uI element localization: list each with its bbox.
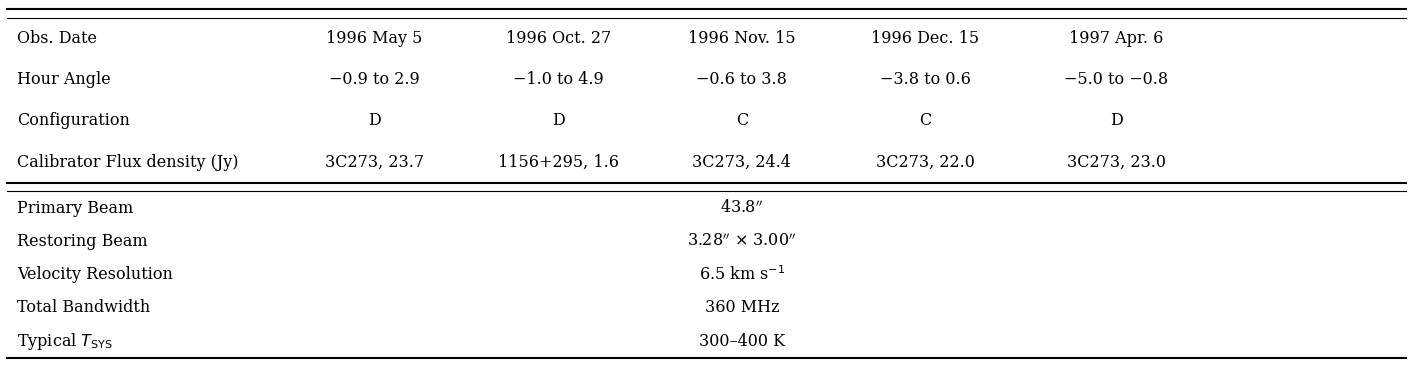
Text: −0.6 to 3.8: −0.6 to 3.8 xyxy=(697,71,787,88)
Text: −5.0 to −0.8: −5.0 to −0.8 xyxy=(1064,71,1169,88)
Text: Hour Angle: Hour Angle xyxy=(17,71,110,88)
Text: −1.0 to 4.9: −1.0 to 4.9 xyxy=(513,71,603,88)
Text: Configuration: Configuration xyxy=(17,112,130,130)
Text: 300–400 K: 300–400 K xyxy=(699,333,784,350)
Text: Total Bandwidth: Total Bandwidth xyxy=(17,299,150,317)
Text: 3C273, 22.0: 3C273, 22.0 xyxy=(876,154,975,171)
Text: Calibrator Flux density (Jy): Calibrator Flux density (Jy) xyxy=(17,154,239,171)
Text: 3C273, 24.4: 3C273, 24.4 xyxy=(692,154,791,171)
Text: 1996 Dec. 15: 1996 Dec. 15 xyxy=(872,30,979,47)
Text: 3C273, 23.7: 3C273, 23.7 xyxy=(325,154,424,171)
Text: −0.9 to 2.9: −0.9 to 2.9 xyxy=(329,71,420,88)
Text: Velocity Resolution: Velocity Resolution xyxy=(17,266,172,283)
Text: 6.5 km s$^{-1}$: 6.5 km s$^{-1}$ xyxy=(698,265,786,284)
Text: C: C xyxy=(736,112,747,130)
Text: Typical $T_{\rm SYS}$: Typical $T_{\rm SYS}$ xyxy=(17,331,113,352)
Text: 1997 Apr. 6: 1997 Apr. 6 xyxy=(1070,30,1163,47)
Text: D: D xyxy=(551,112,565,130)
Text: Obs. Date: Obs. Date xyxy=(17,30,97,47)
Text: 360 MHz: 360 MHz xyxy=(705,299,779,317)
Text: C: C xyxy=(920,112,931,130)
Text: 3.28$^{\prime\prime}$ $\times$ 3.00$^{\prime\prime}$: 3.28$^{\prime\prime}$ $\times$ 3.00$^{\p… xyxy=(687,233,797,250)
Text: Restoring Beam: Restoring Beam xyxy=(17,233,147,250)
Text: 1996 Oct. 27: 1996 Oct. 27 xyxy=(506,30,610,47)
Text: 1996 Nov. 15: 1996 Nov. 15 xyxy=(688,30,796,47)
Text: D: D xyxy=(1109,112,1123,130)
Text: 1996 May 5: 1996 May 5 xyxy=(326,30,422,47)
Text: 1156+295, 1.6: 1156+295, 1.6 xyxy=(497,154,619,171)
Text: D: D xyxy=(367,112,382,130)
Text: 43.8$^{\prime\prime}$: 43.8$^{\prime\prime}$ xyxy=(721,199,763,217)
Text: Primary Beam: Primary Beam xyxy=(17,199,133,217)
Text: −3.8 to 0.6: −3.8 to 0.6 xyxy=(880,71,971,88)
Text: 3C273, 23.0: 3C273, 23.0 xyxy=(1067,154,1166,171)
